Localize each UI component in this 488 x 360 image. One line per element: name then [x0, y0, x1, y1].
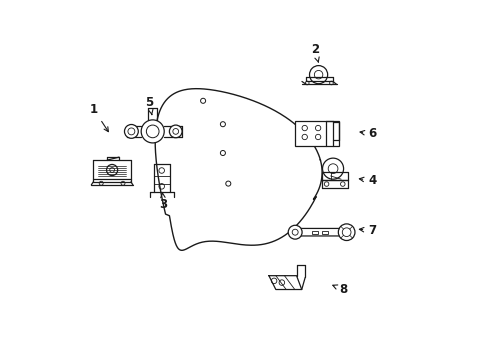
Circle shape	[287, 225, 302, 239]
Bar	[294, 121, 339, 146]
Circle shape	[309, 66, 327, 84]
Bar	[321, 230, 327, 234]
Text: 7: 7	[359, 224, 376, 237]
Circle shape	[322, 158, 343, 179]
Text: 1: 1	[90, 103, 108, 132]
Text: 6: 6	[359, 127, 376, 140]
Circle shape	[124, 125, 138, 138]
Text: 2: 2	[310, 43, 319, 62]
Text: 8: 8	[332, 283, 347, 296]
Circle shape	[169, 125, 182, 138]
Text: 4: 4	[359, 174, 376, 187]
Circle shape	[141, 120, 164, 143]
Text: 3: 3	[159, 192, 167, 211]
Text: 5: 5	[144, 96, 153, 115]
Circle shape	[338, 224, 354, 240]
Bar	[311, 230, 318, 234]
